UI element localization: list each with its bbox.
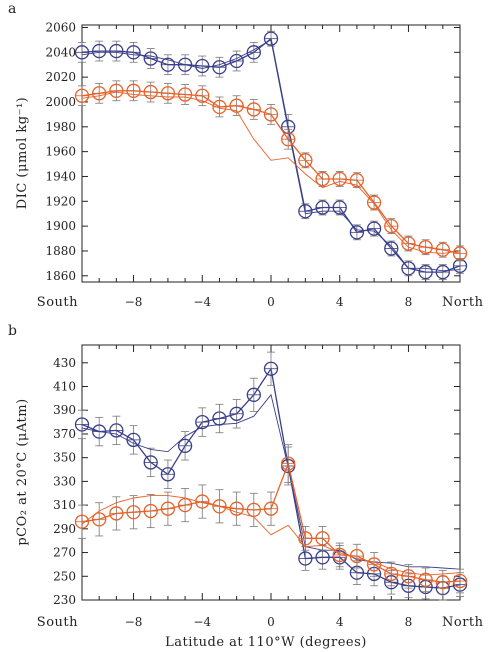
panel-b-y-tick-label: 270 xyxy=(53,546,76,560)
panel-a-x-tick-label: −8 xyxy=(125,295,143,309)
panel-a-y-ticks: 1860 1880 1900 1920 1940 1960 1980 2000 2020 2040… xyxy=(45,20,460,283)
panel-b-letter: b xyxy=(8,323,17,339)
panel-a-y-tick-label: 2060 xyxy=(45,20,76,34)
panel-a-y-tick-label: 2000 xyxy=(45,95,76,109)
panel-b-y-ticks: 230 250 270 290 310 330 350 370 390 410 430 xyxy=(53,356,460,607)
panel-b-x-tick-label: −4 xyxy=(193,615,211,629)
panel-a-y-tick-label: 2020 xyxy=(45,70,76,84)
panel-a-south-label: South xyxy=(37,295,78,310)
series-line xyxy=(81,91,461,254)
panel-b-x-tick-label: 4 xyxy=(336,615,344,629)
panel-b-series-1 xyxy=(81,393,461,570)
panel-a-series-3 xyxy=(81,91,461,254)
panel-a-x-tick-label: 8 xyxy=(405,295,413,309)
panel-a-x-tick-label: 0 xyxy=(267,295,275,309)
panel-b-x-ticks: −8 −4 0 4 8 xyxy=(81,345,461,629)
panel-a-y-tick-label: 1920 xyxy=(45,194,76,208)
series-line xyxy=(81,393,461,570)
panel-b-y-tick-label: 370 xyxy=(53,427,76,441)
series-line xyxy=(81,366,461,589)
panel-a-x-ticks: −8 −4 0 4 8 xyxy=(81,25,461,309)
panel-b-x-axis-label: Latitude at 110°W (degrees) xyxy=(165,635,367,650)
panel-b-y-tick-label: 330 xyxy=(53,474,76,488)
panel-b-y-tick-label: 250 xyxy=(53,569,76,583)
panel-b-pco2-chart: b pCO₂ at 20°C (μAtm) South North Latitu… xyxy=(8,323,484,650)
panel-a-letter: a xyxy=(8,1,16,17)
panel-b-y-tick-label: 390 xyxy=(53,403,76,417)
panel-b-south-label: South xyxy=(37,615,78,630)
panel-b-x-tick-label: 0 xyxy=(267,615,275,629)
panel-b-y-tick-label: 310 xyxy=(53,498,76,512)
panel-a-y-tick-label: 1900 xyxy=(45,219,76,233)
panel-b-series-2 xyxy=(74,444,468,595)
panel-a-y-axis-label: DIC (μmol kg⁻¹) xyxy=(15,97,30,209)
panel-a-series xyxy=(74,30,468,280)
series-line xyxy=(81,37,461,273)
panel-b-y-tick-label: 410 xyxy=(53,380,76,394)
panel-b-y-tick-label: 290 xyxy=(53,522,76,536)
series-line xyxy=(81,39,461,272)
panel-b-series-0 xyxy=(74,351,468,601)
panel-a-x-tick-label: −4 xyxy=(193,295,211,309)
panel-a-y-tick-label: 1860 xyxy=(45,269,76,283)
panel-b-y-tick-label: 350 xyxy=(53,451,76,465)
panel-b-x-tick-label: 8 xyxy=(405,615,413,629)
panel-a-y-tick-label: 2040 xyxy=(45,45,76,59)
panel-a-dic-chart: a DIC (μmol kg⁻¹) South North 1860 1880 19… xyxy=(8,1,484,310)
panel-a-series-1 xyxy=(81,39,461,272)
panel-b-y-tick-label: 230 xyxy=(53,593,76,607)
panel-a-y-tick-label: 1880 xyxy=(45,244,76,258)
panel-b-y-tick-label: 430 xyxy=(53,356,76,370)
series-line xyxy=(81,495,461,576)
panel-a-y-tick-label: 1960 xyxy=(45,145,76,159)
panel-b-series xyxy=(74,351,468,601)
panel-a-x-tick-label: 4 xyxy=(336,295,344,309)
panel-b-x-tick-label: −8 xyxy=(125,615,143,629)
panel-a-y-tick-label: 1940 xyxy=(45,169,76,183)
panel-a-series-2 xyxy=(74,80,468,262)
panel-b-y-axis-label: pCO₂ at 20°C (μAtm) xyxy=(15,398,30,545)
panel-a-north-label: North xyxy=(442,295,484,310)
panel-b-series-3 xyxy=(81,495,461,576)
panel-b-north-label: North xyxy=(442,615,484,630)
panel-a-y-tick-label: 1980 xyxy=(45,120,76,134)
panel-a-series-0 xyxy=(74,30,468,280)
